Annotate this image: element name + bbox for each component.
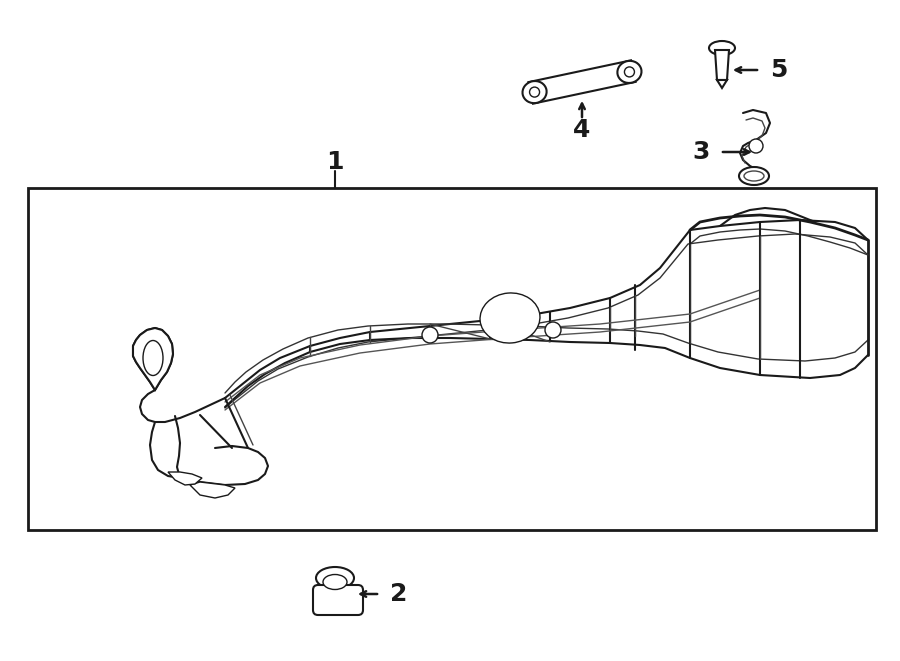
Ellipse shape [617,61,642,83]
Text: 4: 4 [573,118,590,142]
Text: 2: 2 [390,582,408,606]
Ellipse shape [739,167,769,185]
Bar [28,188,876,530]
Ellipse shape [523,81,546,103]
Ellipse shape [709,41,735,55]
Ellipse shape [744,171,764,181]
Ellipse shape [316,567,354,589]
Polygon shape [528,60,635,104]
Ellipse shape [323,574,347,590]
Text: 3: 3 [693,140,710,164]
Polygon shape [715,50,729,80]
FancyBboxPatch shape [313,585,363,615]
Circle shape [422,327,438,343]
Circle shape [529,87,540,97]
Circle shape [749,139,763,153]
Polygon shape [133,328,173,390]
Circle shape [625,67,634,77]
Ellipse shape [480,293,540,343]
Polygon shape [717,80,727,88]
Text: 1: 1 [326,150,344,174]
Polygon shape [168,472,202,485]
Polygon shape [190,482,235,498]
Text: 5: 5 [770,58,788,82]
Circle shape [545,322,561,338]
Ellipse shape [143,340,163,375]
